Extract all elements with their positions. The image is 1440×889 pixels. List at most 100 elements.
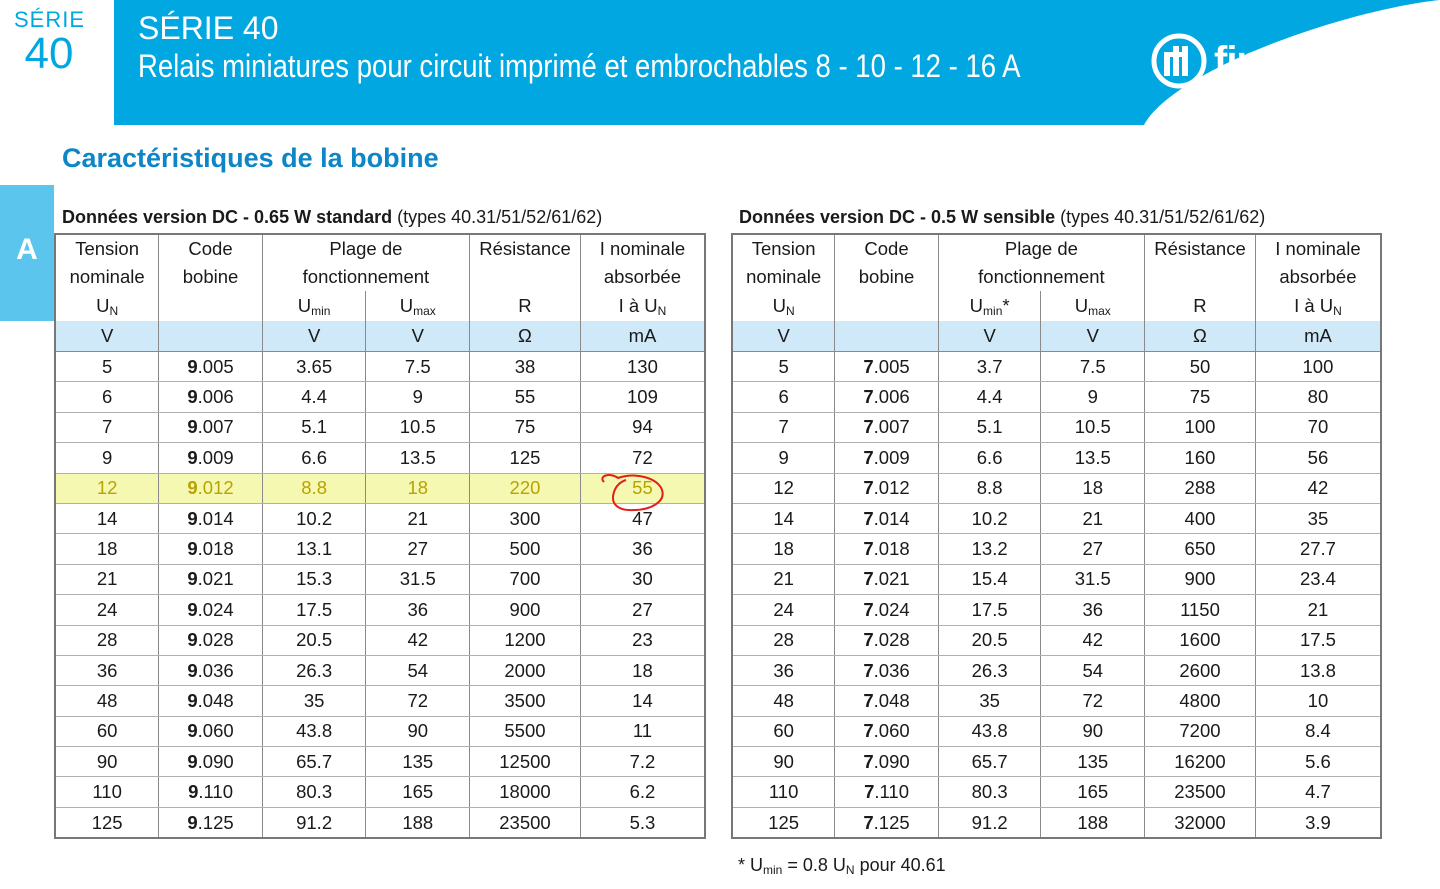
i-sub: N — [1333, 303, 1342, 318]
code-prefix: 9 — [187, 386, 198, 408]
cell-umax: 165 — [365, 776, 471, 808]
cell-code: 7.060 — [834, 716, 939, 748]
code-prefix: 9 — [187, 629, 198, 651]
umax-sub: max — [413, 303, 436, 318]
cell-umin: 91.2 — [937, 807, 1042, 839]
table-row: 18 7.018 13.2 27 650 27.7 — [731, 533, 1382, 565]
cell-tension: 6 — [731, 381, 836, 413]
col-code-head: Code — [834, 234, 939, 263]
cell-code: 9.014 — [158, 503, 263, 535]
unit-cell: V — [731, 321, 836, 352]
cell-current: 13.8 — [1254, 655, 1382, 687]
cell-code: 9.036 — [158, 655, 263, 687]
cell-resistance: 3500 — [469, 685, 581, 717]
umin-star: * — [1002, 294, 1010, 316]
code-suffix: .110 — [198, 781, 233, 803]
cell-umax: 18 — [1040, 473, 1146, 504]
cell-tension: 110 — [731, 776, 836, 808]
cell-umax: 13.5 — [1040, 442, 1146, 474]
code-prefix: 9 — [187, 507, 198, 529]
col-umin-symbol: Umin — [261, 291, 367, 321]
cell-code: 7.021 — [834, 564, 939, 596]
cell-umax: 9 — [1040, 381, 1146, 413]
col-un-symbol: UN — [731, 291, 836, 321]
code-suffix: .036 — [873, 659, 910, 681]
cell-umax: 31.5 — [365, 564, 471, 596]
col-plage-head: Plage de — [937, 234, 1146, 263]
code-prefix: 9 — [187, 750, 198, 772]
col-inominal-head: I nominale — [1254, 234, 1382, 263]
footnote-sub-n: N — [845, 863, 855, 877]
code-suffix: .021 — [197, 568, 234, 590]
code-prefix: 7 — [864, 781, 875, 803]
cell-code: 9.012 — [158, 473, 263, 504]
cell-tension: 48 — [731, 685, 836, 717]
umin-symbol: U — [297, 294, 312, 316]
cell-tension: 125 — [731, 807, 836, 839]
header-row: Tension Code Plage de Résistance I nominale — [731, 234, 1382, 263]
cell-code: 9.018 — [158, 533, 263, 565]
serie-tag: SÉRIE 40 — [14, 8, 84, 76]
cell-resistance: 38 — [469, 351, 581, 383]
code-suffix: .024 — [197, 598, 234, 620]
code-prefix: 7 — [863, 355, 874, 377]
col-plage-head2: fonctionnement — [937, 263, 1146, 291]
code-suffix: .110 — [874, 781, 909, 803]
cell-resistance: 50 — [1144, 351, 1256, 383]
cell-tension: 21 — [54, 564, 160, 596]
cell-code: 7.024 — [834, 594, 939, 626]
code-suffix: .007 — [197, 416, 234, 438]
cell-code: 9.125 — [158, 807, 263, 839]
unit-cell: Ω — [1144, 321, 1256, 352]
col-resistance-head: Résistance — [1144, 234, 1256, 263]
cell-code: 7.012 — [834, 473, 939, 504]
cell-tension: 21 — [731, 564, 836, 596]
cell-umax: 188 — [1040, 807, 1146, 839]
cell-umax: 13.5 — [365, 442, 471, 474]
cell-tension: 24 — [731, 594, 836, 626]
cell-umax: 90 — [365, 716, 471, 748]
cell-resistance: 2600 — [1144, 655, 1256, 687]
col-resistance-head: Résistance — [469, 234, 581, 263]
cell-code: 9.060 — [158, 716, 263, 748]
code-suffix: .060 — [873, 720, 910, 742]
caption-standard: Données version DC - 0.65 W standard (ty… — [62, 207, 602, 228]
cell-current: 36 — [579, 533, 706, 565]
cell-resistance: 300 — [469, 503, 581, 535]
code-suffix: .014 — [873, 507, 910, 529]
cell-umin: 65.7 — [261, 746, 367, 778]
cell-umin: 35 — [937, 685, 1042, 717]
cell-current: 94 — [579, 412, 706, 444]
table-row: 14 7.014 10.2 21 400 35 — [731, 503, 1382, 535]
code-prefix: 9 — [187, 598, 198, 620]
table-row: 5 9.005 3.65 7.5 38 130 — [54, 351, 706, 383]
cell-umin: 6.6 — [937, 442, 1042, 474]
code-suffix: .012 — [197, 477, 234, 499]
col-code-head2: bobine — [158, 263, 263, 291]
cell-code: 9.024 — [158, 594, 263, 626]
cell-tension: 18 — [54, 533, 160, 565]
cell-umax: 7.5 — [365, 351, 471, 383]
cell-umin: 35 — [261, 685, 367, 717]
cell-tension: 60 — [731, 716, 836, 748]
cell-tension: 24 — [54, 594, 160, 626]
cell-current: 80 — [1254, 381, 1382, 413]
cell-code: 7.007 — [834, 412, 939, 444]
cell-umax: 27 — [1040, 533, 1146, 565]
umax-symbol: U — [399, 294, 414, 316]
cell-umax: 36 — [365, 594, 471, 626]
cell-tension: 5 — [54, 351, 160, 383]
code-prefix: 7 — [863, 446, 874, 468]
code-prefix: 9 — [187, 477, 198, 499]
code-prefix: 7 — [863, 416, 874, 438]
code-prefix: 9 — [187, 416, 198, 438]
cell-current: 18 — [579, 655, 706, 687]
footnote-star: * U — [738, 855, 764, 875]
header-row: UN Umin* Umax R I à UN — [731, 291, 1382, 321]
cell-current: 27.7 — [1254, 533, 1382, 565]
un-sub: N — [785, 303, 795, 318]
cell-resistance: 100 — [1144, 412, 1256, 444]
cell-umax: 42 — [365, 625, 471, 656]
code-prefix: 7 — [863, 659, 874, 681]
